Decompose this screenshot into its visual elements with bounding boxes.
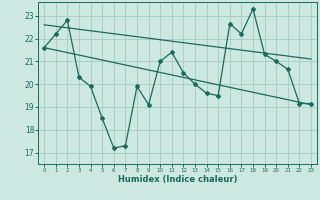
X-axis label: Humidex (Indice chaleur): Humidex (Indice chaleur) bbox=[118, 175, 237, 184]
